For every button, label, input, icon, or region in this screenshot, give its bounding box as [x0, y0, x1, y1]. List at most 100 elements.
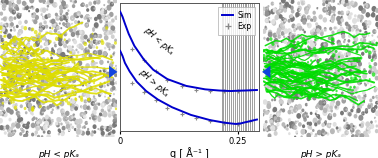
Circle shape [77, 20, 80, 24]
Circle shape [368, 34, 370, 37]
Circle shape [370, 103, 373, 106]
Circle shape [73, 0, 76, 4]
Circle shape [315, 81, 318, 84]
Circle shape [265, 18, 269, 23]
Circle shape [12, 36, 15, 40]
Circle shape [18, 44, 21, 48]
Circle shape [335, 68, 339, 73]
Circle shape [42, 0, 46, 4]
Circle shape [301, 52, 305, 57]
Circle shape [101, 128, 104, 131]
Circle shape [49, 76, 51, 78]
Circle shape [23, 26, 27, 30]
Circle shape [282, 60, 286, 64]
Circle shape [374, 117, 376, 119]
Circle shape [0, 35, 2, 39]
Circle shape [28, 39, 31, 42]
Circle shape [46, 57, 50, 61]
Circle shape [288, 110, 291, 114]
Circle shape [20, 128, 22, 131]
Circle shape [344, 95, 347, 99]
Circle shape [13, 98, 16, 102]
Circle shape [37, 103, 42, 108]
Circle shape [71, 50, 76, 55]
Circle shape [327, 106, 329, 109]
Circle shape [276, 123, 279, 126]
Circle shape [305, 103, 308, 106]
Circle shape [58, 57, 62, 62]
Circle shape [65, 55, 67, 58]
Circle shape [20, 83, 25, 88]
Circle shape [10, 78, 15, 84]
Circle shape [343, 71, 347, 76]
Circle shape [289, 79, 292, 82]
Circle shape [321, 86, 323, 88]
Circle shape [26, 86, 31, 92]
Circle shape [278, 36, 280, 38]
Circle shape [345, 122, 349, 125]
Circle shape [63, 80, 67, 85]
Circle shape [65, 99, 68, 103]
Circle shape [29, 68, 32, 71]
Circle shape [43, 64, 45, 67]
Circle shape [60, 55, 62, 57]
Circle shape [354, 62, 357, 65]
Circle shape [310, 30, 313, 34]
Circle shape [310, 31, 313, 34]
Circle shape [353, 96, 357, 101]
Circle shape [296, 13, 298, 16]
Circle shape [8, 83, 11, 87]
Circle shape [347, 89, 352, 94]
Circle shape [103, 10, 106, 13]
Circle shape [327, 5, 330, 8]
Circle shape [90, 88, 93, 91]
Circle shape [299, 13, 301, 16]
Circle shape [15, 121, 17, 125]
Circle shape [343, 46, 346, 49]
Circle shape [100, 8, 104, 13]
Circle shape [80, 83, 82, 86]
Circle shape [87, 98, 89, 101]
Circle shape [63, 59, 65, 61]
Circle shape [285, 126, 288, 130]
Circle shape [374, 51, 376, 53]
Circle shape [84, 16, 87, 20]
Circle shape [276, 68, 279, 72]
Circle shape [9, 5, 12, 8]
Circle shape [272, 125, 277, 131]
Circle shape [113, 53, 115, 55]
Circle shape [53, 90, 55, 92]
Circle shape [299, 91, 303, 96]
Circle shape [51, 103, 55, 107]
Circle shape [82, 104, 88, 110]
Circle shape [18, 20, 22, 25]
Circle shape [356, 57, 360, 62]
Circle shape [25, 111, 28, 114]
Circle shape [305, 22, 307, 24]
Circle shape [324, 120, 327, 123]
Circle shape [360, 101, 364, 106]
Circle shape [262, 7, 266, 11]
Circle shape [4, 131, 7, 135]
Circle shape [371, 12, 375, 18]
Circle shape [347, 88, 351, 93]
Circle shape [70, 49, 74, 54]
Circle shape [374, 105, 378, 109]
Circle shape [88, 76, 91, 80]
Circle shape [3, 23, 7, 28]
Circle shape [98, 117, 102, 122]
Circle shape [96, 46, 98, 49]
Circle shape [56, 122, 60, 127]
Circle shape [67, 46, 70, 49]
Circle shape [273, 107, 277, 112]
Circle shape [352, 125, 353, 128]
Circle shape [18, 64, 21, 68]
Circle shape [311, 49, 313, 51]
Circle shape [105, 126, 110, 132]
Circle shape [307, 44, 310, 47]
Circle shape [303, 18, 307, 22]
Circle shape [309, 40, 313, 45]
Circle shape [41, 50, 44, 54]
Circle shape [80, 3, 83, 7]
Circle shape [36, 73, 40, 79]
